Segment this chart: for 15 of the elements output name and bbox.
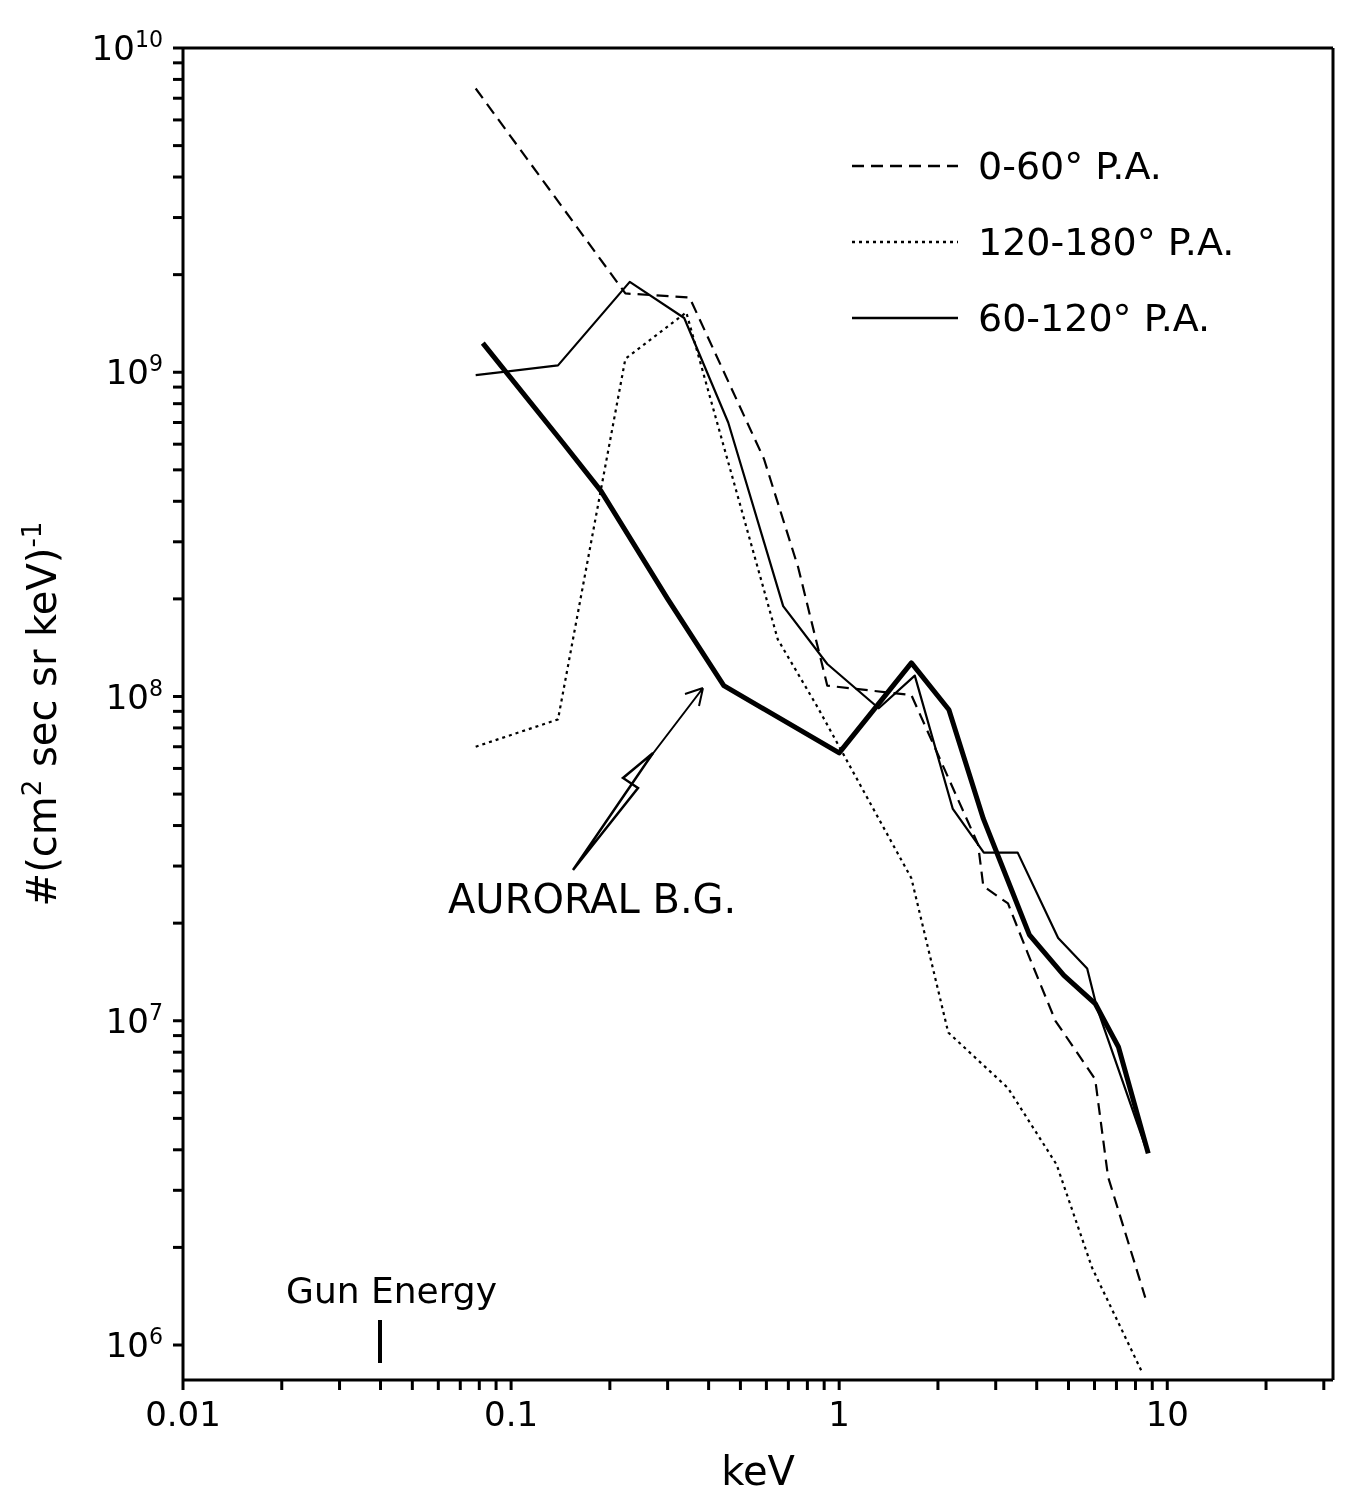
- y-tick-label: 10$^{6}$: [105, 1323, 163, 1366]
- legend-label: 120-180° P.A.: [978, 220, 1235, 264]
- legend-label: 0-60° P.A.: [978, 144, 1162, 188]
- legend-label: 60-120° P.A.: [978, 296, 1211, 340]
- y-tick-label: 10$^{10}$: [91, 26, 163, 68]
- y-tick-label: 10$^{7}$: [105, 998, 163, 1041]
- x-tick-label: 0.1: [484, 1394, 539, 1434]
- annotation: AURORAL B.G.: [448, 876, 737, 922]
- x-axis-title: keV: [721, 1448, 796, 1494]
- x-tick-label: 1: [828, 1394, 850, 1434]
- x-tick-label: 10: [1145, 1394, 1189, 1434]
- x-tick-label: 0.01: [145, 1394, 221, 1434]
- annotation: Gun Energy: [286, 1270, 498, 1311]
- y-tick-label: 10$^{9}$: [105, 350, 163, 393]
- y-tick-label: 10$^{8}$: [105, 674, 163, 717]
